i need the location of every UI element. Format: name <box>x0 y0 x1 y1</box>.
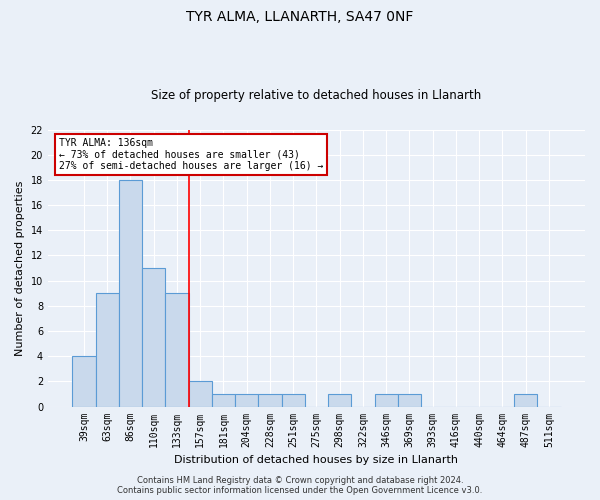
Bar <box>95 293 119 406</box>
X-axis label: Distribution of detached houses by size in Llanarth: Distribution of detached houses by size … <box>175 455 458 465</box>
Bar <box>514 394 538 406</box>
Text: TYR ALMA: 136sqm
← 73% of detached houses are smaller (43)
27% of semi-detached : TYR ALMA: 136sqm ← 73% of detached house… <box>59 138 323 171</box>
Bar <box>142 268 166 406</box>
Bar <box>374 394 398 406</box>
Bar <box>73 356 95 406</box>
Bar <box>119 180 142 406</box>
Bar <box>188 382 212 406</box>
Bar <box>212 394 235 406</box>
Bar <box>166 293 188 406</box>
Bar <box>259 394 281 406</box>
Bar <box>281 394 305 406</box>
Bar <box>235 394 259 406</box>
Title: Size of property relative to detached houses in Llanarth: Size of property relative to detached ho… <box>151 89 482 102</box>
Bar <box>328 394 352 406</box>
Text: TYR ALMA, LLANARTH, SA47 0NF: TYR ALMA, LLANARTH, SA47 0NF <box>187 10 413 24</box>
Bar <box>398 394 421 406</box>
Y-axis label: Number of detached properties: Number of detached properties <box>15 180 25 356</box>
Text: Contains HM Land Registry data © Crown copyright and database right 2024.
Contai: Contains HM Land Registry data © Crown c… <box>118 476 482 495</box>
